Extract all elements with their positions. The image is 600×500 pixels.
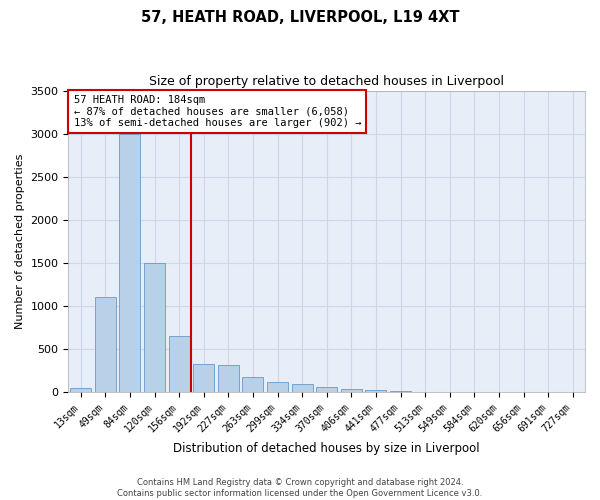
Y-axis label: Number of detached properties: Number of detached properties xyxy=(15,154,25,329)
Bar xyxy=(169,336,190,392)
Bar xyxy=(119,134,140,392)
Bar xyxy=(70,388,91,392)
X-axis label: Distribution of detached houses by size in Liverpool: Distribution of detached houses by size … xyxy=(173,442,480,455)
Bar xyxy=(193,364,214,392)
Text: 57, HEATH ROAD, LIVERPOOL, L19 4XT: 57, HEATH ROAD, LIVERPOOL, L19 4XT xyxy=(141,10,459,25)
Bar xyxy=(390,390,411,392)
Bar xyxy=(341,390,362,392)
Bar xyxy=(365,390,386,392)
Bar xyxy=(242,377,263,392)
Bar xyxy=(316,387,337,392)
Bar xyxy=(95,297,116,392)
Bar xyxy=(218,366,239,392)
Text: Contains HM Land Registry data © Crown copyright and database right 2024.
Contai: Contains HM Land Registry data © Crown c… xyxy=(118,478,482,498)
Text: 57 HEATH ROAD: 184sqm
← 87% of detached houses are smaller (6,058)
13% of semi-d: 57 HEATH ROAD: 184sqm ← 87% of detached … xyxy=(74,95,361,128)
Bar xyxy=(267,382,288,392)
Bar xyxy=(144,263,165,392)
Bar xyxy=(292,384,313,392)
Title: Size of property relative to detached houses in Liverpool: Size of property relative to detached ho… xyxy=(149,75,504,88)
